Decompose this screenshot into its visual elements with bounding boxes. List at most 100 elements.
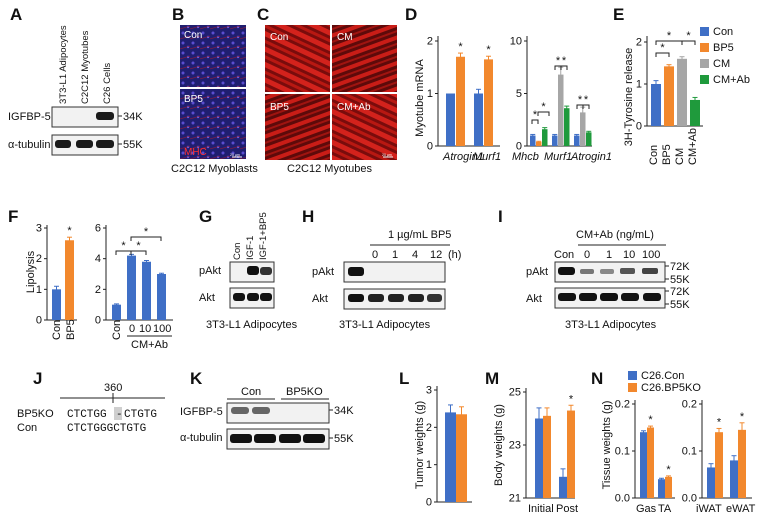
- y-tick-label: 25: [509, 387, 521, 399]
- panel-j: J 360 BP5KO CTCTGG - CTGTG Con CTCTGGGCT…: [17, 369, 165, 435]
- lane-label: 0: [372, 249, 378, 261]
- legend-swatch: [700, 27, 709, 36]
- size-marker: 55K: [123, 139, 143, 151]
- panel-e: E 3H-Tyrosine release 012 ** * Con BP5 CM…: [613, 5, 750, 165]
- blot-band: [558, 267, 575, 275]
- bar: [738, 429, 746, 498]
- panel-letter-b: B: [172, 5, 184, 24]
- size-marker: 55K: [334, 433, 354, 445]
- bar: [474, 93, 483, 146]
- treatment-header: CM+Ab (ng/mL): [576, 229, 654, 241]
- bar: [580, 112, 586, 146]
- blot-row-label: pAkt: [526, 266, 548, 278]
- blot-row-label: pAkt: [312, 266, 334, 278]
- legend: Con BP5 CM CM+Ab: [700, 26, 750, 86]
- y-ticks: 21 23 25: [509, 387, 526, 505]
- panel-h: H 1 µg/mL BP5 0 1 4 12 (h) pAkt Akt 3T3-…: [302, 207, 461, 331]
- blot-band: [388, 294, 404, 302]
- x-tick-label: eWAT: [726, 503, 756, 515]
- legend-label: CM: [713, 58, 730, 70]
- bar: [456, 56, 465, 146]
- significance-marker: *: [660, 42, 665, 54]
- y-ticks: 0 5 10: [510, 36, 527, 153]
- sequence-text: CTCTGGGCTGTG: [67, 423, 146, 435]
- micrograph: [332, 94, 397, 160]
- bars: **: [446, 41, 493, 146]
- blot-band: [620, 268, 635, 274]
- legend-label: BP5: [713, 42, 734, 54]
- bar: [535, 418, 543, 498]
- x-tick-label: iWAT: [696, 503, 722, 515]
- panel-a: A 3T3-L1 Adipocytes C2C12 Myotubes C26 C…: [8, 5, 143, 156]
- bar: [647, 427, 654, 498]
- group-label: CM+Ab: [131, 339, 168, 351]
- panel-letter-l: L: [399, 369, 409, 388]
- bar: [707, 467, 715, 498]
- y-tick-label: 1: [426, 459, 432, 471]
- significance-marker: *: [648, 414, 653, 426]
- x-tick-label: Murf1: [473, 151, 501, 163]
- micrograph: [180, 25, 246, 87]
- blot-band: [231, 407, 249, 414]
- significance-marker: *: [556, 55, 561, 67]
- panel-letter-f: F: [8, 207, 18, 226]
- bar: [127, 255, 136, 320]
- legend-swatch: [628, 383, 637, 392]
- panel-caption: 3T3-L1 Adipocytes: [565, 319, 657, 331]
- blot-band: [558, 293, 576, 301]
- bar: [715, 432, 723, 498]
- x-tick-label: Con: [111, 320, 123, 340]
- lane-label: C2C12 Myotubes: [80, 30, 91, 104]
- significance-marker: *: [121, 240, 126, 252]
- y-tick-label: 0.1: [615, 446, 630, 458]
- y-ticks: 0.0 0.1 0.2: [615, 399, 635, 505]
- y-axis-label: Tissue weights (g): [601, 401, 613, 490]
- y-tick-label: 0.0: [615, 493, 630, 505]
- y-ticks: 0.0 0.1 0.2: [682, 399, 702, 505]
- blot-band: [303, 434, 325, 443]
- micrograph: [265, 25, 330, 92]
- bar: [559, 476, 567, 498]
- panel-letter-e: E: [613, 5, 624, 24]
- panel-caption: C2C12 Myotubes: [287, 163, 372, 175]
- y-tick-label: 3: [426, 385, 432, 397]
- group-label: BP5KO: [286, 386, 323, 398]
- y-ticks: 0 1 2 3: [426, 385, 437, 509]
- size-marker: 72K: [670, 286, 690, 298]
- blot-row-label: α-tubulin: [180, 432, 222, 444]
- lane-label: 10: [623, 249, 635, 261]
- panel-i: I CM+Ab (ng/mL) Con 0 1 10 100 pAkt Akt …: [498, 207, 690, 331]
- significance-bracket: [655, 52, 670, 57]
- legend-label: C26.BP5KO: [641, 382, 701, 394]
- blot-band: [247, 293, 259, 301]
- y-tick-label: 6: [95, 223, 101, 235]
- micrograph: [265, 94, 330, 160]
- y-tick-label: 0: [636, 121, 642, 133]
- lane-label: 1: [606, 249, 612, 261]
- bars: *: [52, 225, 74, 320]
- blot-band: [600, 293, 618, 301]
- significance-marker: *: [569, 393, 574, 405]
- size-marker: 72K: [670, 261, 690, 273]
- legend-swatch: [628, 371, 637, 380]
- significance-bracket: [681, 40, 696, 45]
- x-tick-label: Mhcb: [512, 151, 539, 163]
- blot-row-label: Akt: [526, 293, 542, 305]
- y-ticks: 0 2 4 6: [95, 223, 106, 327]
- bar: [730, 460, 738, 498]
- y-tick-label: 0.1: [682, 446, 697, 458]
- bar: [142, 261, 151, 320]
- x-tick-label: BP5: [65, 319, 77, 340]
- sequence-text: CTGTG: [124, 409, 157, 421]
- bars: *** ** *: [530, 55, 592, 146]
- x-tick-label: CM+Ab: [687, 128, 699, 165]
- blot-band: [260, 267, 272, 275]
- panel-caption: 3T3-L1 Adipocytes: [206, 319, 298, 331]
- bar: [664, 66, 674, 126]
- blot-band: [96, 112, 114, 120]
- blot-band: [408, 294, 424, 302]
- bar: [52, 289, 61, 320]
- bars: ***: [112, 226, 166, 320]
- y-ticks: 0 1 2: [427, 36, 438, 153]
